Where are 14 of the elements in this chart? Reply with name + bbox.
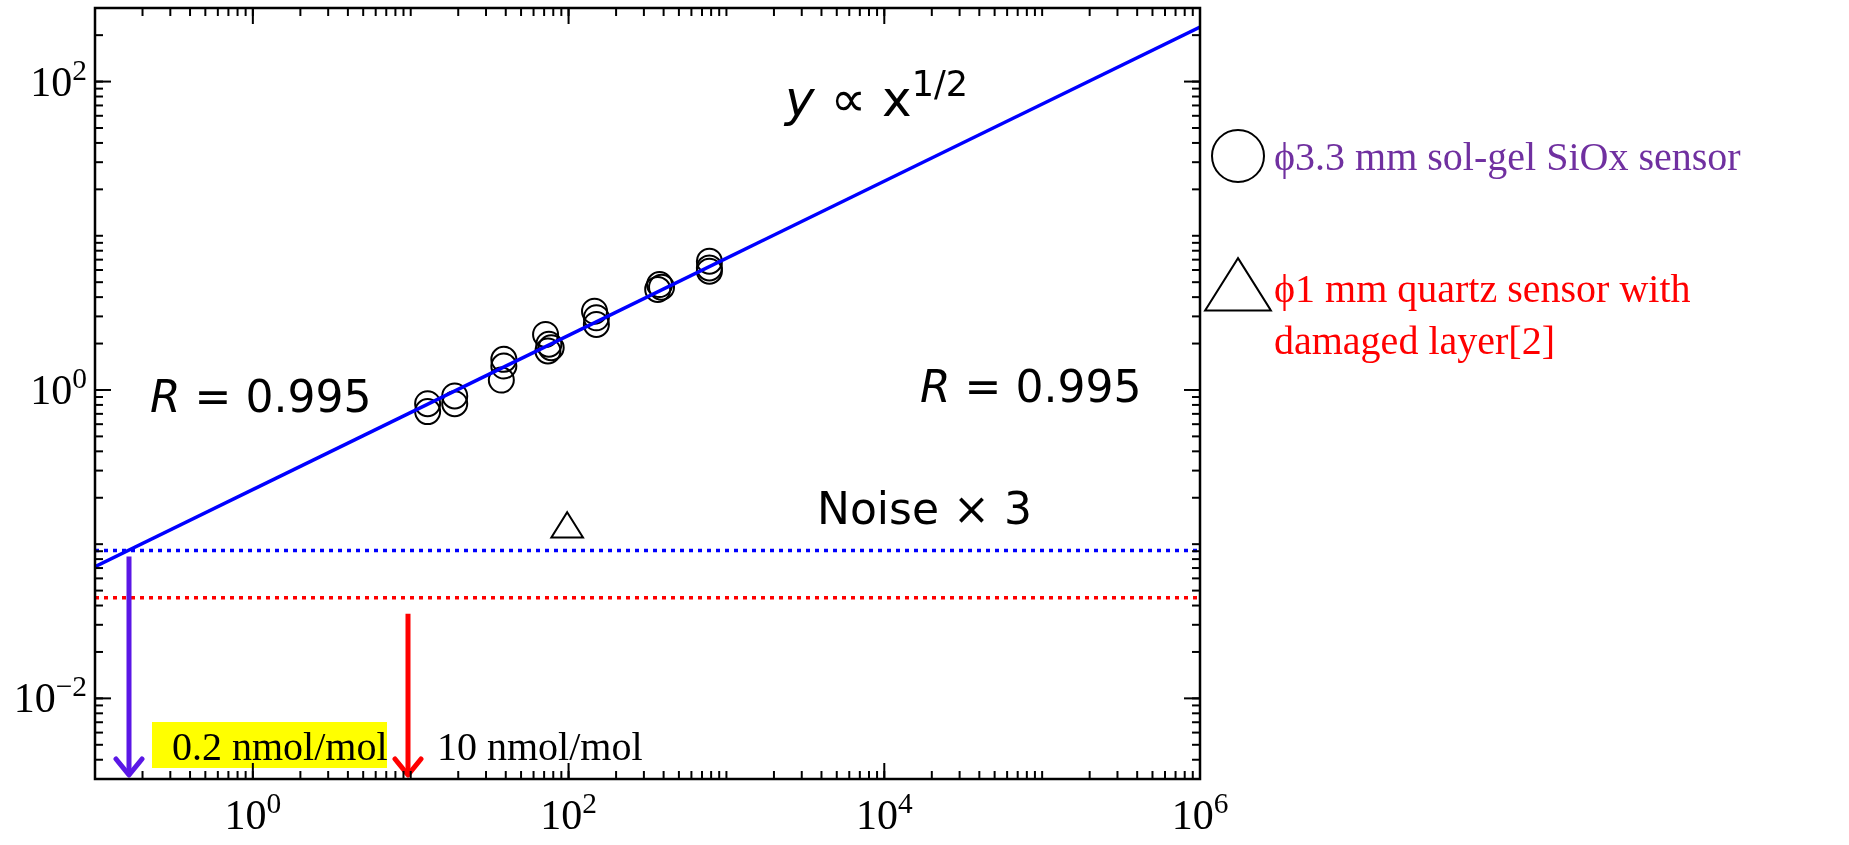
annotation: 10 nmol/mol	[437, 724, 643, 769]
annotation: R = 0.995	[150, 371, 372, 422]
x-tick-label: 10$^{4}$	[855, 787, 913, 838]
legend-label: ϕ3.3 mm sol-gel SiOx sensor	[1274, 134, 1741, 179]
ref-line-label: Noise × 3	[817, 483, 1032, 535]
annotation: y ∝ x$^{1/2}$	[783, 64, 969, 128]
legend-label: ϕ1 mm quartz sensor with damaged layer[2]	[1274, 266, 1691, 363]
y-tick-label: 10$^{2}$	[30, 53, 87, 105]
x-tick-label: 10$^{2}$	[540, 787, 597, 838]
y-tick-label: 10$^{0}$	[30, 361, 87, 413]
x-tick-label: 10$^{0}$	[224, 787, 282, 838]
annotation: R = 0.995	[920, 361, 1142, 412]
y-tick-label: 10$^{−2}$	[13, 670, 87, 722]
x-tick-label: 10$^{6}$	[1171, 787, 1229, 838]
